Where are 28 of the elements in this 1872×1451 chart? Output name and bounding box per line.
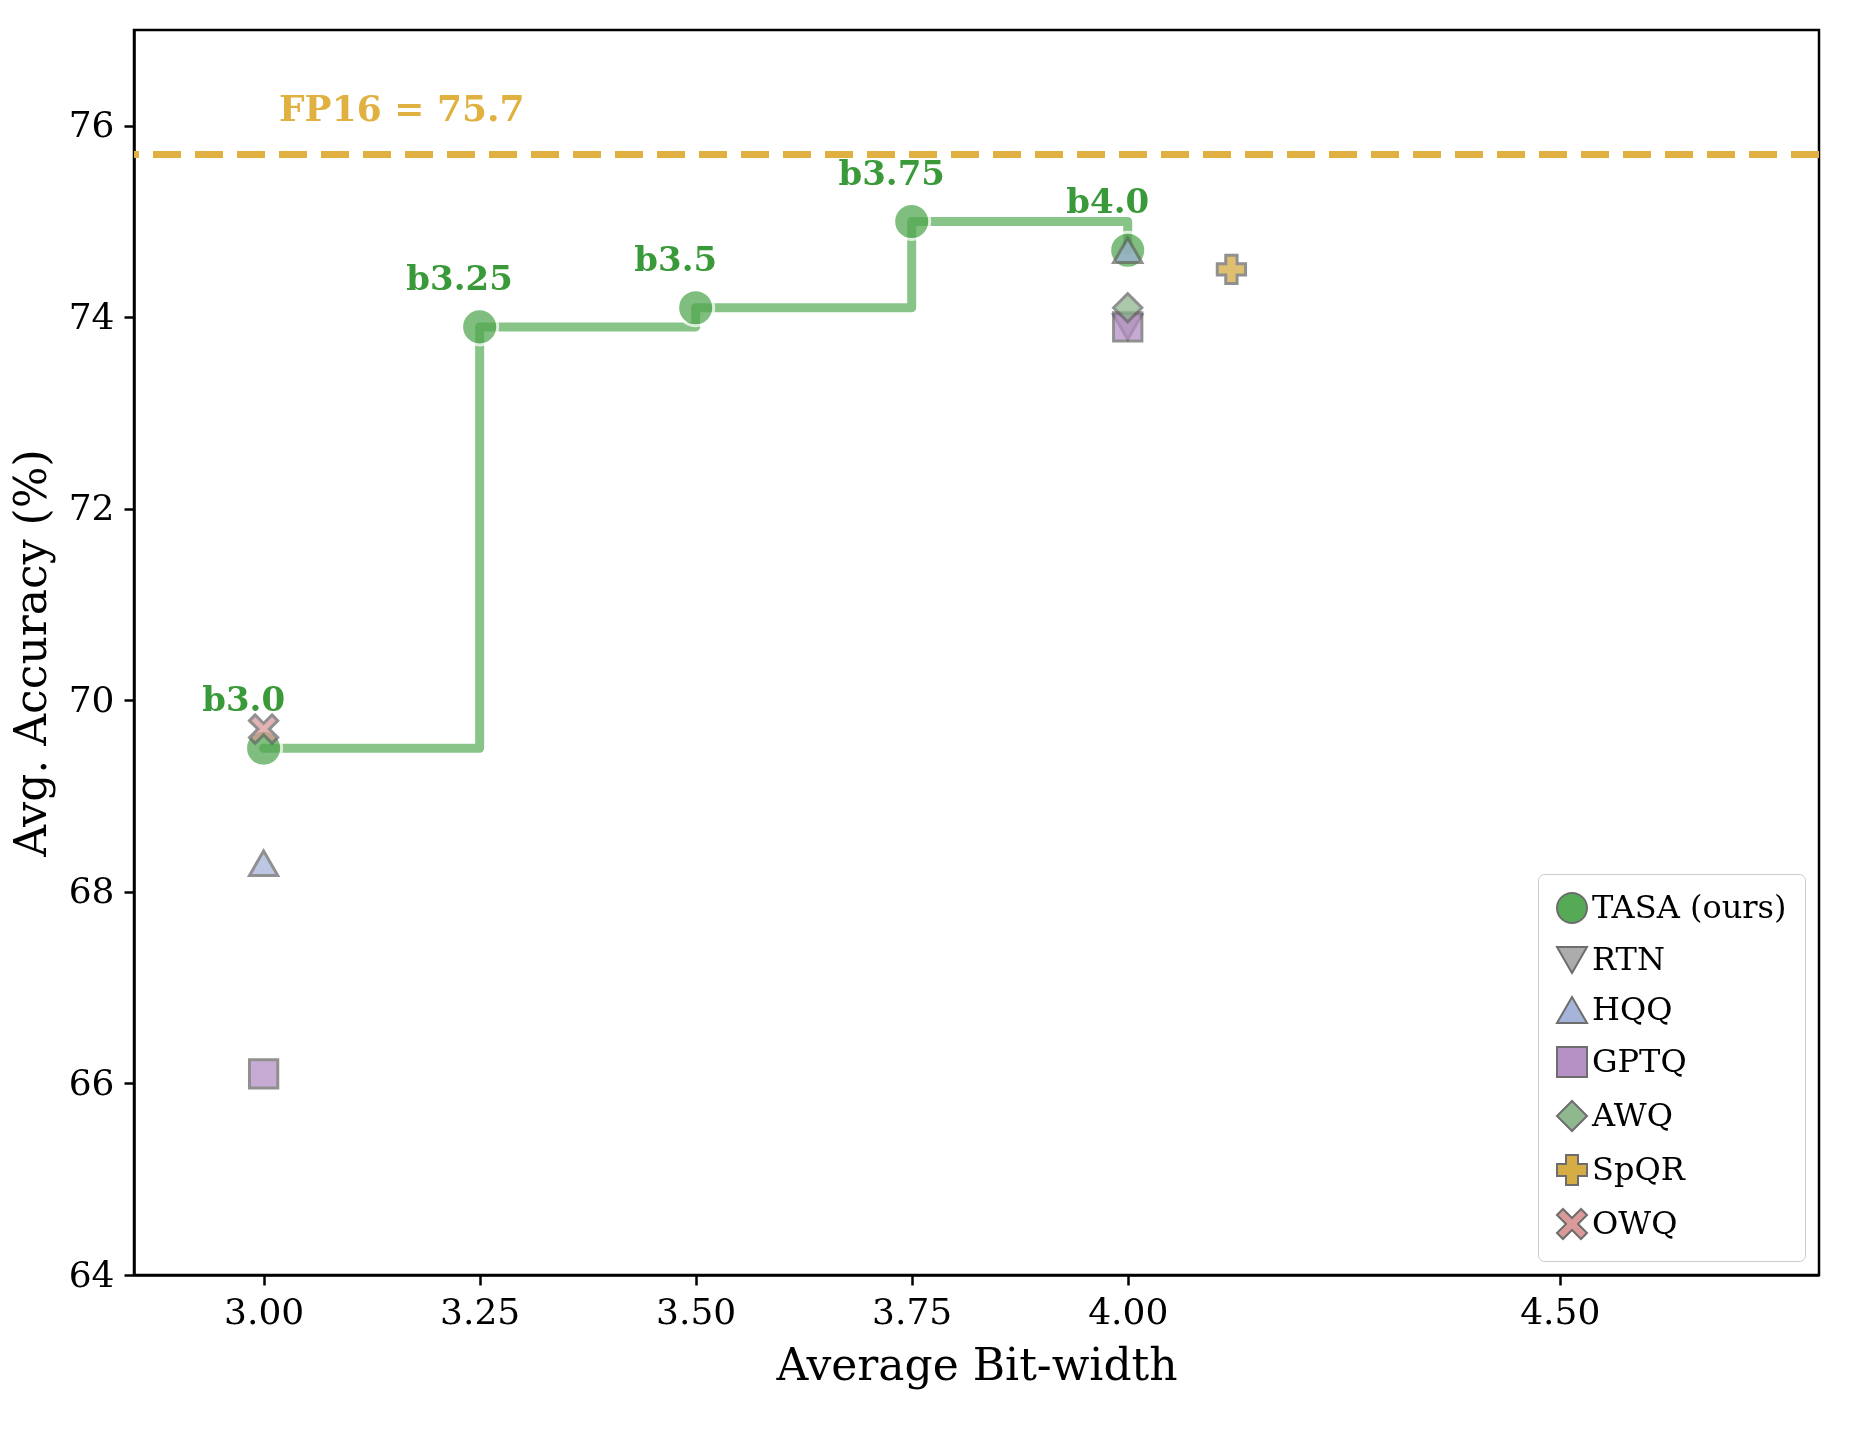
x-tick-label: 3.75	[872, 1290, 953, 1332]
y-tick-label: 70	[68, 678, 115, 720]
x-tick-label: 4.00	[1088, 1290, 1169, 1332]
annotation: b3.25	[406, 257, 513, 298]
y-axis-title: Avg. Accuracy (%)	[4, 449, 56, 858]
x-tick-label: 3.50	[656, 1290, 737, 1332]
legend-label: SpQR	[1592, 1150, 1686, 1188]
x-tick-label: 3.00	[224, 1290, 305, 1332]
legend-label: OWQ	[1592, 1204, 1678, 1242]
legend-label: TASA (ours)	[1592, 888, 1787, 926]
y-tick-label: 64	[68, 1253, 115, 1295]
legend-label: AWQ	[1591, 1096, 1673, 1134]
x-tick-label: 4.50	[1520, 1290, 1601, 1332]
annotation: b3.0	[202, 679, 286, 720]
ref-line-label: FP16 = 75.7	[279, 86, 525, 129]
x-axis-title: Average Bit-width	[775, 1338, 1178, 1390]
y-tick-label: 72	[68, 487, 115, 529]
legend-label: HQQ	[1592, 990, 1673, 1028]
y-tick-label: 76	[68, 104, 115, 146]
y-tick-label: 68	[68, 870, 115, 912]
y-tick-label: 74	[68, 295, 115, 337]
legend-label: RTN	[1592, 940, 1665, 978]
legend-label: GPTQ	[1592, 1042, 1687, 1080]
x-tick-label: 3.25	[440, 1290, 521, 1332]
annotation: b4.0	[1066, 181, 1150, 222]
annotation: b3.75	[838, 152, 945, 193]
y-tick-label: 66	[68, 1061, 115, 1103]
annotation: b3.5	[634, 238, 718, 279]
